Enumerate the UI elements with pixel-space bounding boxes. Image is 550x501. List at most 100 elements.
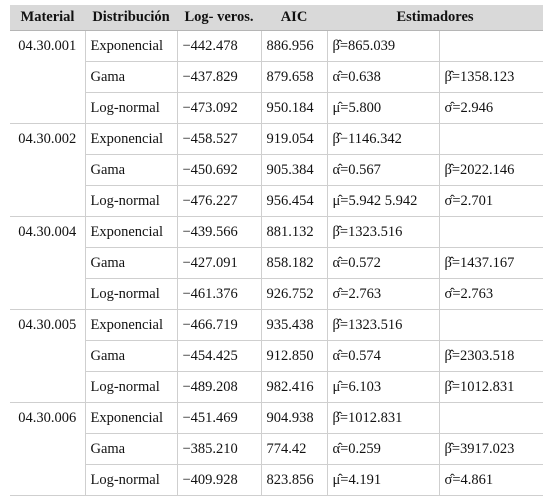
cell-estimador-1: μ̂=5.800 xyxy=(326,92,440,124)
cell-distribucion: Exponencial xyxy=(84,216,178,248)
cell-log-veros: −454.425 xyxy=(176,340,262,372)
cell-material: 04.30.001 xyxy=(10,30,86,124)
header-estimadores: Estimadores xyxy=(327,5,544,31)
cell-aic: 774.42 xyxy=(260,433,328,465)
cell-log-veros: −427.091 xyxy=(176,247,262,279)
cell-estimador-1: σ̂=2.763 xyxy=(326,278,440,310)
cell-estimador-2: σ̂=2.763 xyxy=(438,278,544,310)
cell-estimador-1: μ̂=6.103 xyxy=(326,371,440,403)
cell-log-veros: −450.692 xyxy=(176,154,262,186)
cell-aic: 881.132 xyxy=(260,216,328,248)
table-row: 04.30.005 Exponencial −466.719 935.438 β̂=13… xyxy=(10,309,544,403)
table-row: Log-normal −461.376 926.752 σ̂=2.763 σ̂=2.76… xyxy=(10,278,544,310)
cell-estimador-2 xyxy=(438,123,544,155)
cell-material: 04.30.005 xyxy=(10,309,86,403)
cell-estimador-2: β̂=3917.023 xyxy=(438,433,544,465)
cell-distribucion: Log-normal xyxy=(85,92,178,124)
header-distribucion: Distribución xyxy=(85,5,177,31)
cell-distribucion: Gama xyxy=(85,61,178,93)
cell-distribucion: Gama xyxy=(85,340,178,372)
cell-estimador-1: β̂=865.039 xyxy=(326,30,440,62)
cell-log-veros: −458.527 xyxy=(176,123,262,155)
table-row: 04.30.002 Exponencial −458.527 919.054 β̂−11… xyxy=(10,123,544,217)
cell-estimador-1: β̂=1012.831 xyxy=(326,402,440,434)
cell-estimador-2: β̂=1358.123 xyxy=(438,61,544,93)
cell-aic: 919.054 xyxy=(260,123,328,155)
cell-estimador-1: α̂=0.574 xyxy=(326,340,440,372)
cell-estimador-1: μ̂=4.191 xyxy=(326,464,440,496)
cell-aic: 912.850 xyxy=(260,340,328,372)
cell-aic: 935.438 xyxy=(260,309,328,341)
table-header: Material Distribución Log- veros. AIC Es… xyxy=(10,5,544,31)
cell-log-veros: −442.478 xyxy=(176,30,262,62)
cell-aic: 956.454 xyxy=(260,185,328,217)
cell-distribucion: Exponencial xyxy=(84,402,178,434)
table-row: Log-normal −473.092 950.184 μ̂=5.800 σ̂=2.94… xyxy=(10,92,544,124)
cell-estimador-1: α̂=0.638 xyxy=(326,61,440,93)
cell-distribucion: Log-normal xyxy=(85,278,178,310)
cell-log-veros: −439.566 xyxy=(176,216,262,248)
cell-estimador-1: β̂=1323.516 xyxy=(326,309,440,341)
cell-distribucion: Gama xyxy=(85,433,178,465)
cell-aic: 858.182 xyxy=(260,247,328,279)
cell-estimador-1: β̂=1323.516 xyxy=(326,216,440,248)
cell-estimador-2: σ̂=2.946 xyxy=(438,92,544,124)
cell-aic: 982.416 xyxy=(260,371,328,403)
table-row: Log-normal −476.227 956.454 μ̂=5.942 5.942 σ… xyxy=(10,185,544,217)
cell-estimador-2: β̂=2022.146 xyxy=(438,154,544,186)
cell-estimador-1: μ̂=5.942 5.942 xyxy=(326,185,440,217)
cell-estimador-2: β̂=2303.518 xyxy=(438,340,544,372)
cell-aic: 879.658 xyxy=(260,61,328,93)
cell-material: 04.30.006 xyxy=(10,402,86,496)
cell-distribucion: Exponencial xyxy=(84,309,178,341)
cell-material: 04.30.004 xyxy=(10,216,86,310)
table-row: Gama −450.692 905.384 α̂=0.567 β̂=2022.146 xyxy=(10,154,544,186)
table-row: Log-normal −409.928 823.856 μ̂=4.191 σ̂=4.86… xyxy=(10,464,544,496)
table-body: 04.30.001 Exponencial −442.478 886.956 β̂=86… xyxy=(10,30,544,496)
header-row: Material Distribución Log- veros. AIC Es… xyxy=(10,5,544,31)
cell-estimador-1: α̂=0.567 xyxy=(326,154,440,186)
estimates-table: Material Distribución Log- veros. AIC Es… xyxy=(10,5,544,496)
table-row: Log-normal −489.208 982.416 μ̂=6.103 β̂=1012… xyxy=(10,371,544,403)
cell-estimador-1: α̂=0.259 xyxy=(326,433,440,465)
cell-estimador-2 xyxy=(438,309,544,341)
cell-log-veros: −409.928 xyxy=(176,464,262,496)
cell-aic: 905.384 xyxy=(260,154,328,186)
cell-aic: 904.938 xyxy=(260,402,328,434)
cell-aic: 823.856 xyxy=(260,464,328,496)
cell-log-veros: −437.829 xyxy=(176,61,262,93)
cell-aic: 950.184 xyxy=(260,92,328,124)
header-log-veros: Log- veros. xyxy=(177,5,261,31)
table-row: Gama −385.210 774.42 α̂=0.259 β̂=3917.023 xyxy=(10,433,544,465)
cell-log-veros: −461.376 xyxy=(176,278,262,310)
cell-distribucion: Log-normal xyxy=(85,371,178,403)
cell-distribucion: Exponencial xyxy=(84,30,178,62)
header-aic: AIC xyxy=(261,5,327,31)
cell-aic: 886.956 xyxy=(260,30,328,62)
table-row: Gama −427.091 858.182 α̂=0.572 β̂=1437.167 xyxy=(10,247,544,279)
cell-distribucion: Gama xyxy=(85,247,178,279)
cell-log-veros: −489.208 xyxy=(176,371,262,403)
cell-log-veros: −473.092 xyxy=(176,92,262,124)
cell-estimador-2: β̂=1437.167 xyxy=(438,247,544,279)
table-row: 04.30.006 Exponencial −451.469 904.938 β̂=10… xyxy=(10,402,544,496)
cell-distribucion: Log-normal xyxy=(85,464,178,496)
cell-aic: 926.752 xyxy=(260,278,328,310)
cell-log-veros: −451.469 xyxy=(176,402,262,434)
cell-estimador-2 xyxy=(438,216,544,248)
cell-estimador-2: σ̂=4.861 xyxy=(438,464,544,496)
cell-log-veros: −466.719 xyxy=(176,309,262,341)
table-row: Gama −454.425 912.850 α̂=0.574 β̂=2303.518 xyxy=(10,340,544,372)
cell-estimador-2 xyxy=(438,402,544,434)
cell-estimador-1: α̂=0.572 xyxy=(326,247,440,279)
cell-estimador-1: β̂−1146.342 xyxy=(326,123,440,155)
cell-estimador-2: β̂=1012.831 xyxy=(438,371,544,403)
table-row: 04.30.004 Exponencial −439.566 881.132 β̂=13… xyxy=(10,216,544,310)
table-row: 04.30.001 Exponencial −442.478 886.956 β̂=86… xyxy=(10,30,544,124)
cell-estimador-2: σ̂=2.701 xyxy=(438,185,544,217)
cell-distribucion: Exponencial xyxy=(84,123,178,155)
cell-distribucion: Log-normal xyxy=(85,185,178,217)
cell-distribucion: Gama xyxy=(85,154,178,186)
cell-estimador-2 xyxy=(438,30,544,62)
